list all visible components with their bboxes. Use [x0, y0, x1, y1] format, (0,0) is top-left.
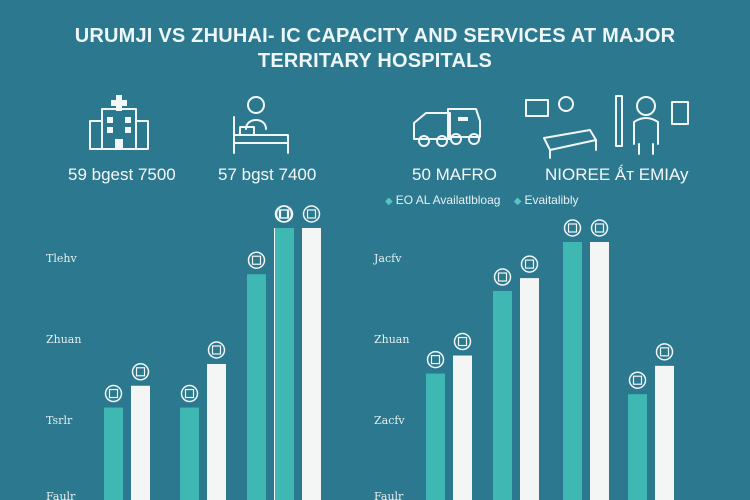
stat-2: 57 bgst 7400 — [218, 165, 317, 184]
bar-top-icon — [180, 384, 199, 403]
y-tick-label: Jacfv — [373, 252, 402, 265]
bar-top-icon — [655, 343, 674, 361]
y-tick-label: Zhuan — [46, 333, 81, 346]
bar-top-icon — [493, 268, 512, 286]
bar-top-icon — [590, 219, 609, 237]
title-line-1: URUMJI VS ZHUHAI- IC CAPACITY AND SERVIC… — [74, 25, 676, 47]
bar — [520, 278, 539, 500]
bar — [180, 407, 199, 500]
legend-swatch-2: ◆ — [513, 196, 522, 207]
legend: ◆ EO AL Availatlbloag ◆ Evaitalibly — [385, 193, 589, 207]
legend-label-2: Evaitalibly — [524, 193, 579, 207]
bar — [247, 274, 266, 500]
bar-top-icon — [563, 219, 582, 237]
bar-top-icon — [104, 384, 123, 403]
hospital-building-icon — [89, 95, 149, 150]
bar-top-icon — [131, 363, 150, 381]
bar-top-icon — [628, 371, 647, 389]
legend-entry-1: ◆ EO AL Availatlbloag — [385, 193, 500, 207]
bar — [493, 291, 512, 500]
chart-title: URUMJI VS ZHUHAI- IC CAPACITY AND SERVIC… — [0, 24, 750, 74]
legend-entry-2: ◆ Evaitalibly — [514, 193, 579, 207]
y-tick-label: Zhuan — [374, 333, 409, 346]
legend-swatch-1: ◆ — [385, 196, 393, 207]
stat-4: NIOREE Ǻт EMIAy — [545, 165, 689, 184]
legend-label-1: EO AL Availatlbloag — [395, 193, 501, 207]
bar — [104, 407, 123, 500]
patient-bed-icon — [233, 96, 289, 154]
bar — [302, 228, 321, 500]
bar — [275, 228, 294, 500]
bar — [453, 355, 472, 500]
bar-top-icon — [207, 341, 226, 359]
bar-top-icon — [247, 251, 266, 269]
bar — [131, 385, 150, 500]
bar-top-icon — [426, 350, 445, 369]
y-tick-label: Faulr — [46, 490, 76, 500]
title-line-2: TERRITARY HOSPITALS — [257, 50, 493, 72]
y-tick-label: Faulr — [374, 490, 404, 500]
y-tick-label: Tlehv — [46, 252, 77, 265]
stat-1: 59 bgest 7500 — [68, 165, 176, 184]
stat-3: 50 MAFRO — [412, 165, 498, 184]
bar-top-icon — [453, 332, 472, 351]
y-tick-label: Tsrlr — [46, 414, 73, 427]
bar — [628, 394, 647, 500]
ambulance-icon — [413, 108, 481, 147]
bar — [426, 373, 445, 500]
bar-top-icon — [520, 255, 539, 273]
icu-ward-icon — [525, 95, 689, 159]
bar — [207, 364, 226, 500]
bar-top-icon — [275, 205, 294, 223]
y-tick-label: Zacfv — [374, 414, 405, 427]
bar — [655, 365, 674, 500]
bar — [563, 242, 582, 500]
bar — [590, 242, 609, 500]
bar-top-icon — [302, 205, 321, 223]
